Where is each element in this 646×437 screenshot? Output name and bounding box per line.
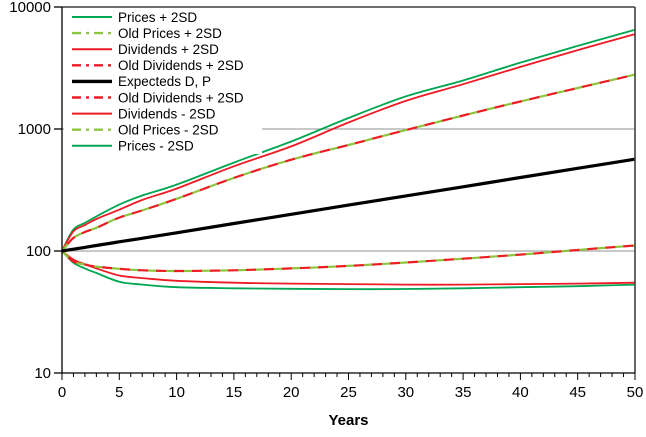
series-2-dividends-2sd <box>61 33 636 252</box>
x-tick-label-30: 30 <box>397 384 414 401</box>
x-tick-label-0: 0 <box>58 384 66 401</box>
series-3-old-dividends-2sd <box>61 73 636 252</box>
legend-label-3: Old Dividends + 2SD <box>118 58 244 73</box>
x-tick-label-5: 5 <box>115 384 123 401</box>
series-0-prices-2sd <box>61 28 636 252</box>
legend-label-6: Dividends - 2SD <box>118 106 216 121</box>
x-tick-label-50: 50 <box>627 384 644 401</box>
y-tick-label-1000: 1000 <box>18 121 51 138</box>
legend-label-5: Old Dividends + 2SD <box>118 90 244 105</box>
x-tick-label-45: 45 <box>569 384 586 401</box>
y-tick-label-10: 10 <box>34 365 51 382</box>
x-tick-label-40: 40 <box>512 384 529 401</box>
x-tick-label-35: 35 <box>455 384 472 401</box>
legend-label-7: Old Prices - 2SD <box>118 123 219 138</box>
x-axis-title: Years <box>328 412 368 429</box>
x-tick-label-10: 10 <box>168 384 185 401</box>
series-5-old-dividends-2sd <box>61 244 636 273</box>
y-tick-label-10000: 10000 <box>9 0 51 16</box>
legend-label-2: Dividends + 2SD <box>118 42 219 57</box>
series-4-expecteds-d-p <box>61 157 636 253</box>
legend-label-4: Expecteds D, P <box>118 74 211 89</box>
y-tick-label-100: 100 <box>26 243 51 260</box>
series-8-prices-2sd <box>61 250 636 291</box>
x-tick-label-15: 15 <box>226 384 243 401</box>
x-tick-label-25: 25 <box>340 384 357 401</box>
legend-label-1: Old Prices + 2SD <box>118 26 222 41</box>
legend-label-8: Prices - 2SD <box>118 139 194 154</box>
legend-label-0: Prices + 2SD <box>118 10 197 25</box>
x-tick-label-20: 20 <box>283 384 300 401</box>
